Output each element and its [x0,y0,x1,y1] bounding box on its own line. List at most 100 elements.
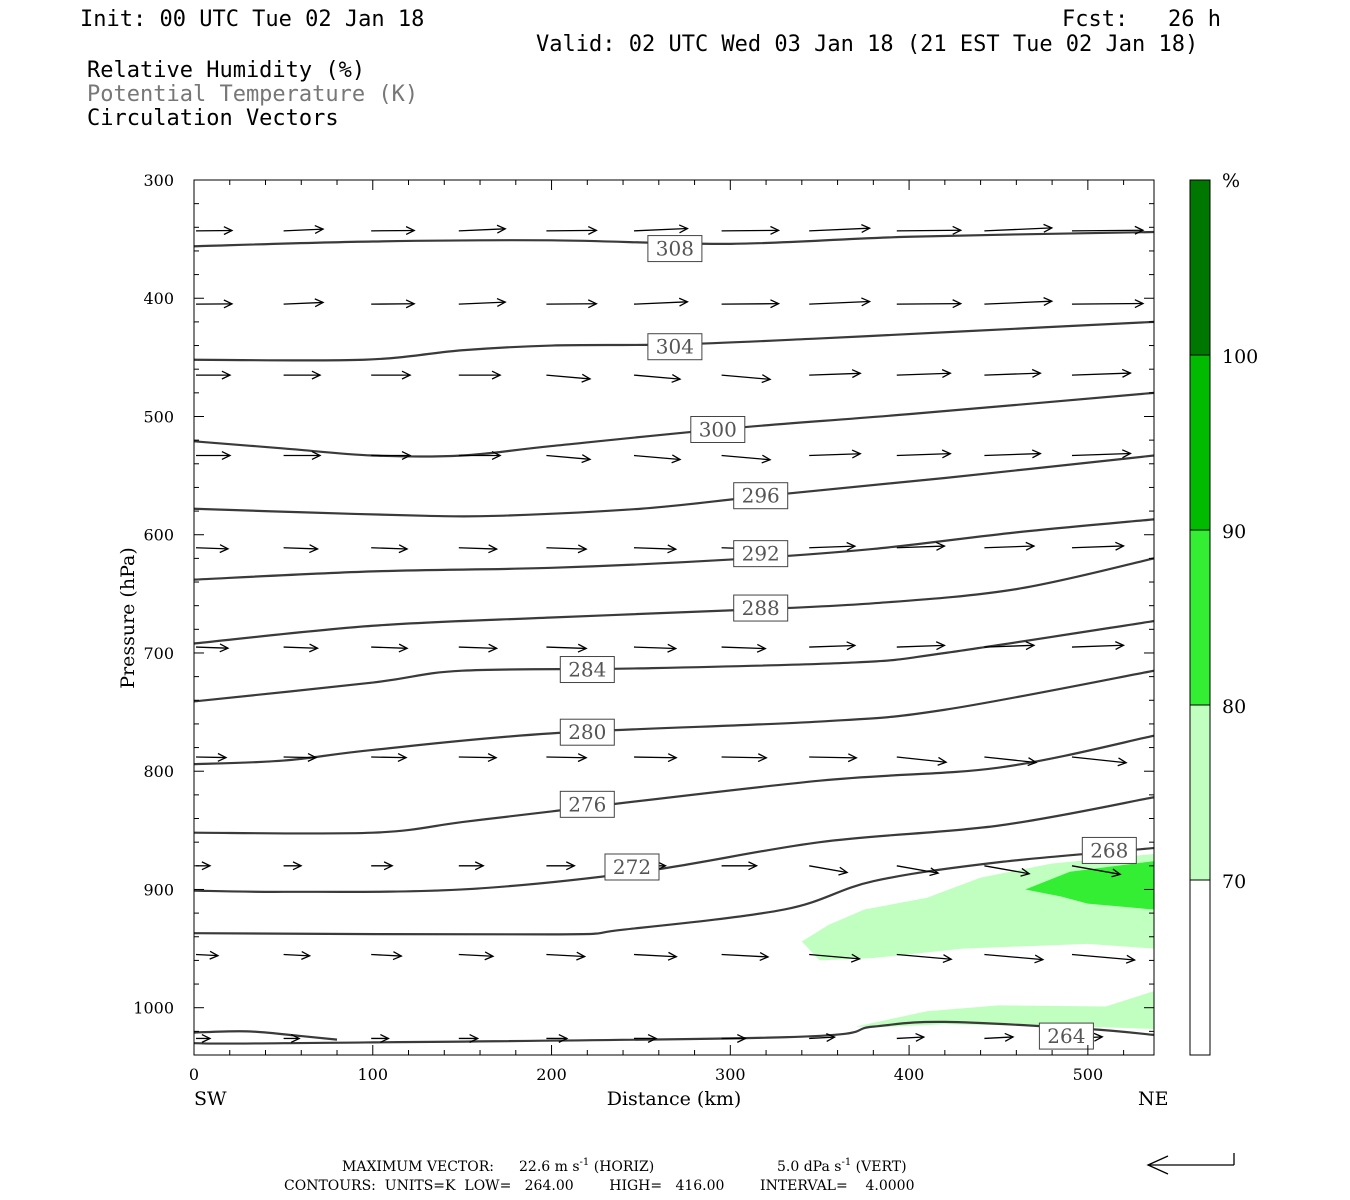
contour-label-288: 288 [742,596,780,620]
circulation-vector [721,454,772,464]
circulation-vector [546,861,576,871]
circulation-vector [1071,299,1145,309]
circulation-vector [1071,865,1122,878]
circulation-vector [633,544,678,554]
circulation-vector [721,299,781,309]
field-vectors-title: Circulation Vectors [87,106,339,131]
contour-label-box-268 [1081,836,1137,864]
contour-label-272: 272 [613,855,651,879]
circulation-vector [809,449,862,459]
field-theta-title: Potential Temperature (K) [87,82,418,107]
theta-contour-extra [194,1030,338,1041]
rh-region-70-80 [855,991,1154,1029]
circulation-vector [458,643,499,653]
circulation-vector [371,861,394,871]
circulation-vector [371,451,412,461]
contour-label-280: 280 [568,720,606,744]
circulation-vector [458,370,502,380]
contour-label-box-308 [647,235,703,263]
circulation-vector [458,753,498,763]
theta-contour-280 [194,669,1154,766]
circulation-vector [458,544,499,554]
x-tick-label-0: 0 [189,1065,199,1084]
circulation-vector [633,643,678,653]
circulation-vector [196,451,232,461]
circulation-vector [283,224,325,234]
circulation-vector [371,370,412,380]
circulation-vector [283,370,322,380]
circulation-vector [721,952,770,962]
circulation-vector [1071,225,1145,235]
circulation-vector [196,370,232,380]
contour-label-268: 268 [1090,838,1128,862]
circulation-vector [195,299,234,309]
theta-contour-276 [194,734,1154,835]
circulation-vector [283,752,318,762]
circulation-vector [195,643,230,653]
circulation-vector [809,541,857,551]
colorbar-segment [1190,180,1210,355]
circulation-vector [195,226,234,236]
contour-label-box-264 [1038,1022,1094,1050]
circulation-vector [984,641,1036,651]
x-tick-label-400: 400 [894,1065,925,1084]
circulation-vector [546,1033,569,1043]
circulation-vector [809,753,858,763]
x-axis-left-end: SW [194,1088,227,1110]
theta-contour-292 [194,518,1154,581]
circulation-vector [809,369,862,379]
contour-label-304: 304 [656,335,694,359]
colorbar-frame [1189,179,1211,1056]
circulation-vector [1071,368,1132,378]
circulation-vector [809,1033,837,1043]
contour-label-284: 284 [568,658,606,682]
y-tick-label-800: 800 [143,762,174,781]
contour-label-292: 292 [742,542,780,566]
init-time: Init: 00 UTC Tue 02 Jan 18 [80,7,424,32]
contour-label-box-296 [733,482,789,510]
max-vector-horizontal: 22.6 m s-1 (HORIZ) [519,1157,654,1175]
contour-label-box-272 [604,853,660,881]
circulation-vector [633,753,678,763]
contour-label-300: 300 [699,417,737,441]
circulation-vector [896,299,963,309]
circulation-vector [984,368,1042,378]
circulation-vector [283,643,320,653]
y-tick-label-900: 900 [143,880,174,899]
circulation-vector [896,1032,926,1042]
circulation-vector [633,1033,658,1043]
circulation-vector [546,225,598,235]
colorbar-level-70: 70 [1222,871,1246,893]
circulation-vector [896,953,953,964]
colorbar-level-80: 80 [1222,696,1246,718]
forecast-hour: Fcst: 26 h [1062,7,1221,32]
circulation-vector [283,298,325,308]
circulation-vector [283,861,303,871]
circulation-vector [195,752,228,762]
circulation-vector [984,449,1042,459]
circulation-vector [1071,449,1132,459]
circulation-vector [984,756,1038,767]
circulation-vector [1071,641,1126,651]
field-rh-title: Relative Humidity (%) [87,58,365,83]
circulation-vector [283,1033,301,1043]
circulation-vector [984,865,1031,877]
theta-contour-304 [194,320,1154,362]
theta-contour-268 [194,846,1154,936]
circulation-vector [546,544,588,554]
contour-label-box-284 [559,656,615,684]
x-axis: 0 100 200 300 400 500 [189,180,1125,1084]
y-tick-label-300: 300 [143,171,174,190]
circulation-vector [721,753,768,763]
x-tick-label-200: 200 [536,1065,567,1084]
circulation-vector [984,297,1054,307]
colorbar-level-90: 90 [1222,521,1246,543]
circulation-vector [896,865,940,877]
contour-label-box-288 [733,594,789,622]
circulation-vector [984,1032,1015,1042]
contour-label-276: 276 [568,792,606,816]
circulation-vector [896,449,952,459]
circulation-vector [458,1033,480,1043]
contour-info: CONTOURS: UNITS=K LOW= 264.00 HIGH= 416.… [284,1178,915,1194]
circulation-vector [546,951,587,961]
